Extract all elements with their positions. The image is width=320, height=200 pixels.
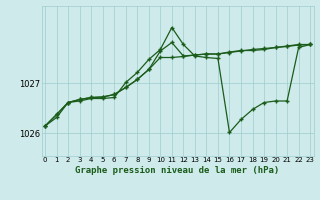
X-axis label: Graphe pression niveau de la mer (hPa): Graphe pression niveau de la mer (hPa) bbox=[76, 166, 280, 175]
